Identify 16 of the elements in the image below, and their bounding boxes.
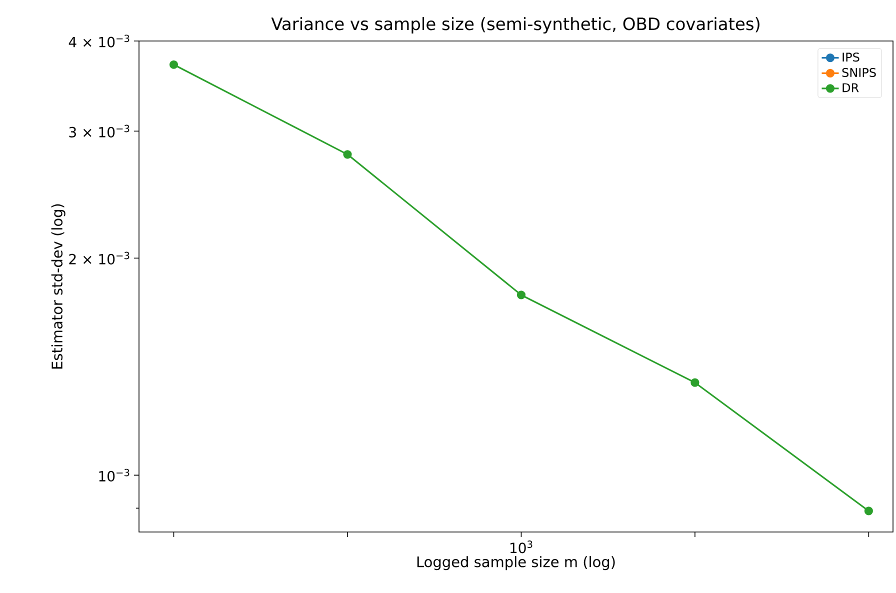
legend-label: IPS [842,52,860,62]
legend-label: DR [842,83,859,92]
x-tick-label: 10$^{3}$ [510,540,532,554]
chart-title: Variance vs sample size (semi-synthetic, OBD covariates) [271,17,760,34]
point [516,290,526,300]
point [690,378,700,387]
legend-label: SNIPS [842,68,876,78]
y-axis-title: Estimator std-dev (log) [51,204,66,369]
point [169,60,178,69]
y-tick-label: 10$^{−3}$ [99,468,130,482]
point [343,150,352,159]
point [864,506,873,516]
x-axis-title: Logged sample size m (log) [417,556,615,570]
y-tick-label: 3 × 10$^{−3}$ [69,124,130,138]
y-tick-label: 2 × 10$^{−3}$ [69,252,130,264]
y-tick-label: 4 × 10$^{−3}$ [68,34,130,48]
